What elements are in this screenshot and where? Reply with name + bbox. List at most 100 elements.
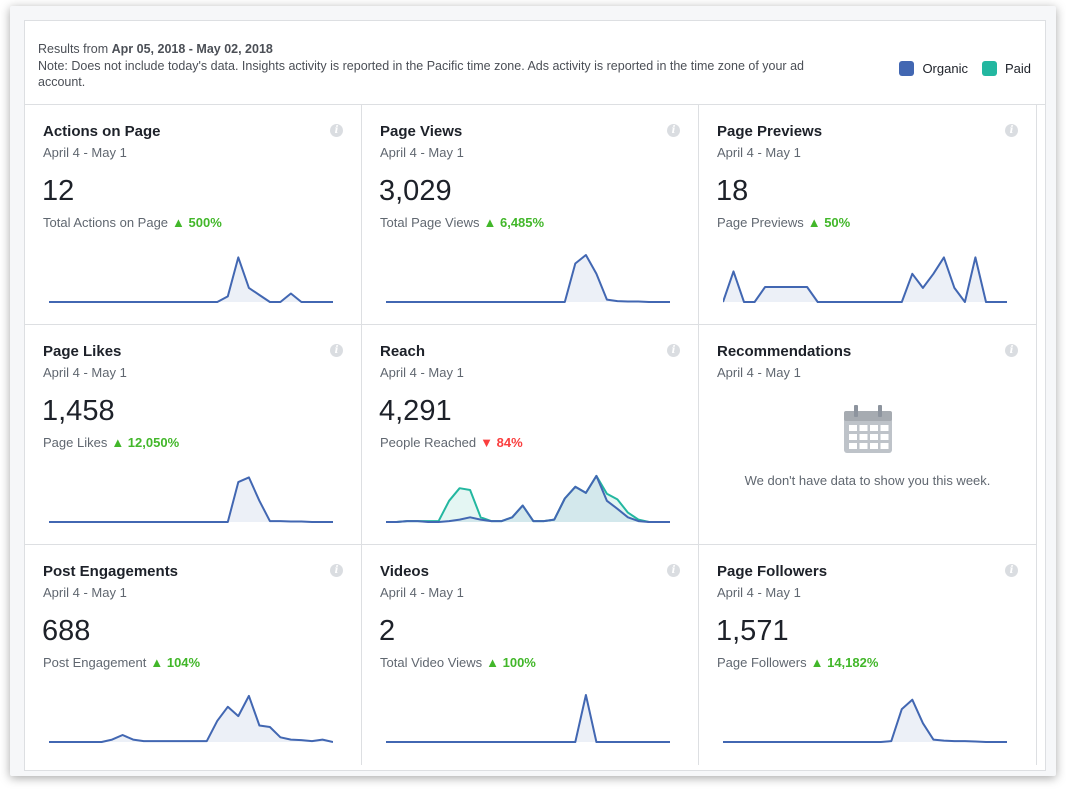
organic-line: [386, 694, 670, 743]
results-prefix: Results from: [38, 42, 109, 56]
card-date-range: April 4 - May 1: [380, 365, 464, 380]
info-icon[interactable]: i: [1005, 344, 1018, 357]
paid-swatch: [981, 61, 997, 76]
card-date-range: April 4 - May 1: [43, 585, 127, 600]
change-indicator: ▲ 104%: [150, 655, 201, 670]
calendar-icon: [843, 405, 892, 453]
card-date-range: April 4 - May 1: [43, 145, 127, 160]
card-title[interactable]: Post Engagements: [43, 563, 179, 580]
sparkline-chart[interactable]: [723, 253, 1007, 303]
change-indicator: ▲ 500%: [172, 215, 222, 230]
change-indicator: ▲ 100%: [486, 655, 536, 670]
metric-label: Page Followers: [717, 655, 807, 670]
organic-label: Organic: [922, 61, 968, 76]
overview-header: Results from Apr 05, 2018 - May 02, 2018…: [25, 21, 1045, 105]
card-page-previews[interactable]: Page Previews April 4 - May 1 i 18 Page Prev…: [699, 105, 1037, 325]
date-range: Apr 05, 2018 - May 02, 2018: [111, 42, 273, 56]
metric-label: Total Page Views: [380, 215, 480, 230]
card-title[interactable]: Page Previews: [717, 123, 823, 140]
paid-label: Paid: [1004, 61, 1031, 76]
sparkline-chart[interactable]: [49, 253, 333, 303]
card-date-range: April 4 - May 1: [380, 585, 464, 600]
info-icon[interactable]: i: [1005, 124, 1018, 137]
card-title[interactable]: Page Likes: [43, 343, 122, 360]
legend-paid[interactable]: Paid: [981, 61, 1031, 76]
card-page-likes[interactable]: Page Likes April 4 - May 1 i 1,458 Page Like…: [25, 325, 362, 545]
card-reach[interactable]: Reach April 4 - May 1 i 4,291 People Reached…: [362, 325, 699, 545]
metrics-grid: Actions on Page April 4 - May 1 i 12 Total A…: [25, 105, 1037, 765]
card-post-engagements[interactable]: Post Engagements April 4 - May 1 i 688 Post …: [25, 545, 362, 765]
info-icon[interactable]: i: [330, 124, 343, 137]
results-date-range: Results from Apr 05, 2018 - May 02, 2018: [38, 42, 273, 56]
metric-subtitle: Page Previews ▲ 50%: [717, 215, 850, 230]
insights-frame: Results from Apr 05, 2018 - May 02, 2018…: [10, 6, 1056, 776]
organic-line: [723, 256, 1007, 303]
change-indicator: ▲ 6,485%: [483, 215, 545, 230]
change-indicator: ▲ 14,182%: [810, 655, 879, 670]
sparkline-chart[interactable]: [386, 693, 670, 743]
card-title[interactable]: Videos: [380, 563, 429, 580]
card-date-range: April 4 - May 1: [380, 145, 464, 160]
card-videos[interactable]: Videos April 4 - May 1 i 2 Total Video Views…: [362, 545, 699, 765]
metric-value: 18: [716, 175, 749, 207]
info-icon[interactable]: i: [667, 344, 680, 357]
metric-subtitle: Total Video Views ▲ 100%: [380, 655, 536, 670]
metric-value: 12: [42, 175, 75, 207]
metric-label: Total Actions on Page: [43, 215, 169, 230]
legend-organic[interactable]: Organic: [899, 61, 968, 76]
metric-value: 3,029: [379, 175, 452, 207]
organic-line: [386, 474, 670, 523]
insights-panel: Results from Apr 05, 2018 - May 02, 2018…: [24, 20, 1046, 771]
card-title[interactable]: Reach: [380, 343, 426, 360]
sparkline-chart[interactable]: [386, 253, 670, 303]
organic-area: [386, 695, 670, 742]
organic-area: [723, 699, 1007, 742]
sparkline-chart[interactable]: [386, 473, 670, 523]
info-icon[interactable]: i: [667, 124, 680, 137]
organic-area: [723, 257, 1007, 302]
organic-area: [386, 475, 670, 522]
metric-subtitle: Page Likes ▲ 12,050%: [43, 435, 179, 450]
metric-value: 4,291: [379, 395, 452, 427]
metric-value: 688: [42, 615, 91, 647]
info-icon[interactable]: i: [330, 564, 343, 577]
change-indicator: ▼ 84%: [480, 435, 523, 450]
metric-label: Page Likes: [43, 435, 108, 450]
organic-area: [49, 695, 333, 742]
card-page-followers[interactable]: Page Followers April 4 - May 1 i 1,571 Page …: [699, 545, 1037, 765]
card-recommendations[interactable]: Recommendations April 4 - May 1 i We don't …: [699, 325, 1037, 545]
timezone-note: Note: Does not include today's data. Ins…: [38, 59, 804, 89]
organic-swatch: [899, 61, 915, 76]
info-icon[interactable]: i: [1005, 564, 1018, 577]
card-title[interactable]: Actions on Page: [43, 123, 161, 140]
sparkline-chart[interactable]: [723, 693, 1007, 743]
metric-subtitle: Page Followers ▲ 14,182%: [717, 655, 878, 670]
card-date-range: April 4 - May 1: [717, 365, 801, 380]
metric-value: 2: [379, 615, 396, 647]
metric-subtitle: Total Actions on Page ▲ 500%: [43, 215, 222, 230]
metric-label: Post Engagement: [43, 655, 147, 670]
organic-line: [723, 698, 1007, 743]
card-page-views[interactable]: Page Views April 4 - May 1 i 3,029 Total Pag…: [362, 105, 699, 325]
metric-value: 1,458: [42, 395, 115, 427]
sparkline-chart[interactable]: [49, 473, 333, 523]
organic-line: [386, 254, 670, 303]
legend: Organic Paid: [885, 61, 1031, 76]
empty-state: We don't have data to show you this week…: [699, 405, 1036, 489]
metric-subtitle: People Reached ▼ 84%: [380, 435, 523, 450]
info-icon[interactable]: i: [330, 344, 343, 357]
organic-area: [49, 477, 333, 522]
metric-subtitle: Post Engagement ▲ 104%: [43, 655, 200, 670]
card-date-range: April 4 - May 1: [717, 145, 801, 160]
change-indicator: ▲ 50%: [807, 215, 851, 230]
paid-area: [386, 475, 670, 522]
sparkline-chart[interactable]: [49, 693, 333, 743]
card-title[interactable]: Recommendations: [717, 343, 852, 360]
card-title[interactable]: Page Views: [380, 123, 463, 140]
metric-value: 1,571: [716, 615, 789, 647]
info-icon[interactable]: i: [667, 564, 680, 577]
card-actions-on-page[interactable]: Actions on Page April 4 - May 1 i 12 Total A…: [25, 105, 362, 325]
card-date-range: April 4 - May 1: [717, 585, 801, 600]
card-title[interactable]: Page Followers: [717, 563, 828, 580]
metric-label: Total Video Views: [380, 655, 483, 670]
